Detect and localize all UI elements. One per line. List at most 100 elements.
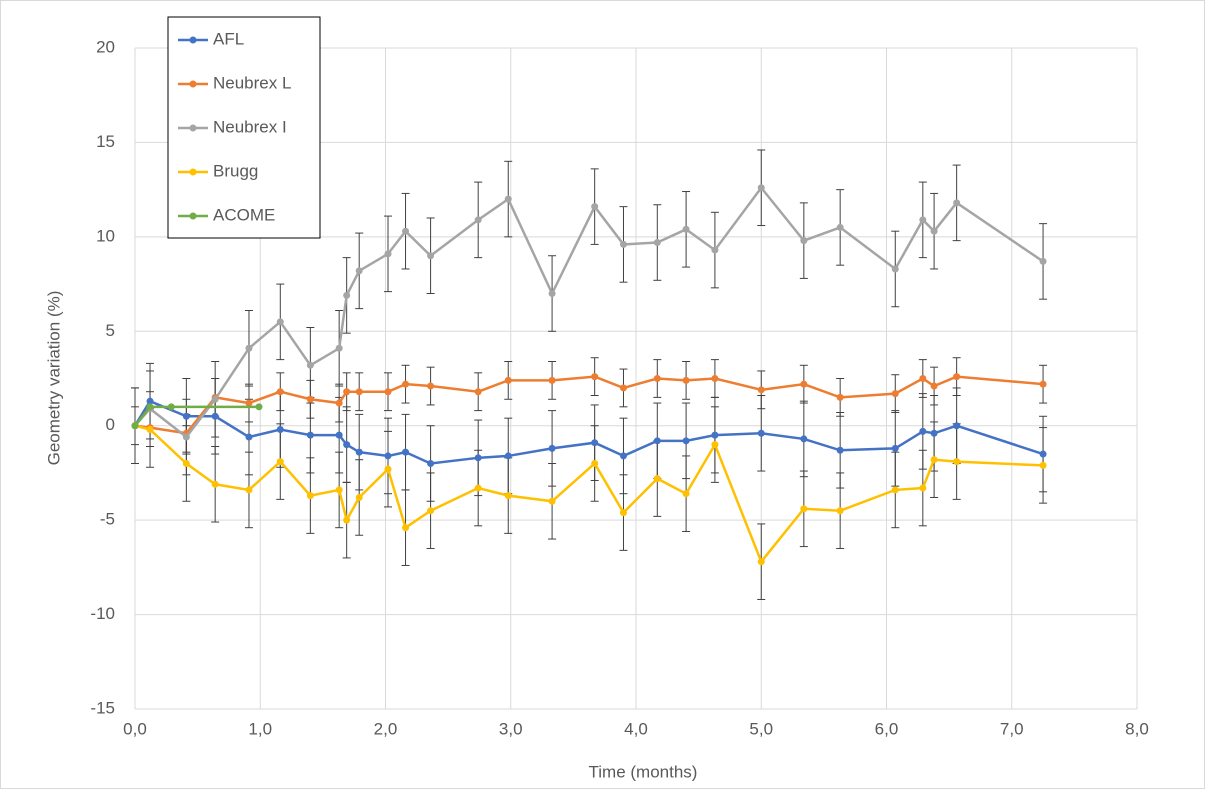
- data-point: [211, 480, 219, 488]
- x-tick-label: 5,0: [749, 719, 773, 738]
- data-point: [211, 395, 219, 403]
- data-point: [653, 239, 661, 247]
- x-tick-label: 0,0: [123, 719, 147, 738]
- y-tick-label: -5: [100, 510, 115, 529]
- data-point: [619, 452, 627, 460]
- data-point: [335, 486, 343, 494]
- x-axis-title: Time (months): [589, 762, 698, 781]
- data-point: [474, 484, 482, 492]
- legend-label: Brugg: [213, 161, 258, 180]
- data-point: [306, 431, 314, 439]
- data-point: [384, 250, 392, 258]
- series-line: [134, 405, 259, 427]
- data-point: [427, 459, 435, 467]
- legend-marker: [189, 80, 197, 88]
- data-point: [245, 344, 253, 352]
- data-point: [474, 454, 482, 462]
- data-point: [757, 386, 765, 394]
- data-point: [682, 376, 690, 384]
- data-point: [355, 388, 363, 396]
- data-point: [504, 376, 512, 384]
- data-point: [548, 444, 556, 452]
- y-tick-label: 5: [106, 321, 115, 340]
- y-tick-label: 20: [96, 37, 115, 56]
- data-point: [800, 237, 808, 245]
- data-point: [930, 456, 938, 464]
- data-point: [1039, 380, 1047, 388]
- data-point: [953, 373, 961, 381]
- y-tick-label: 15: [96, 132, 115, 151]
- data-point: [682, 437, 690, 445]
- data-point: [891, 444, 899, 452]
- data-point: [474, 388, 482, 396]
- data-point: [930, 429, 938, 437]
- data-point: [167, 403, 175, 411]
- data-point: [891, 486, 899, 494]
- data-point: [504, 195, 512, 203]
- data-point: [800, 505, 808, 513]
- data-point: [711, 441, 719, 449]
- data-point: [182, 459, 190, 467]
- data-point: [276, 388, 284, 396]
- data-point: [306, 492, 314, 500]
- data-point: [836, 393, 844, 401]
- data-point: [619, 240, 627, 248]
- legend-marker: [189, 212, 197, 220]
- x-tick-label: 1,0: [248, 719, 272, 738]
- x-tick-label: 2,0: [374, 719, 398, 738]
- data-point: [182, 433, 190, 441]
- data-point: [619, 384, 627, 392]
- data-point: [757, 558, 765, 566]
- data-point: [211, 412, 219, 420]
- data-point: [146, 397, 154, 405]
- data-point: [182, 412, 190, 420]
- y-tick-label: -15: [90, 698, 115, 717]
- data-point: [306, 361, 314, 369]
- data-point: [245, 486, 253, 494]
- data-point: [591, 439, 599, 447]
- legend-marker: [189, 168, 197, 176]
- data-point: [711, 246, 719, 254]
- legend-marker: [189, 124, 197, 132]
- x-tick-label: 4,0: [624, 719, 648, 738]
- data-point: [711, 431, 719, 439]
- data-point: [402, 380, 410, 388]
- data-point: [474, 216, 482, 224]
- data-point: [504, 492, 512, 500]
- data-point: [953, 199, 961, 207]
- data-point: [306, 395, 314, 403]
- data-point: [682, 490, 690, 498]
- data-point: [427, 382, 435, 390]
- data-point: [711, 375, 719, 382]
- data-point: [245, 433, 253, 441]
- data-point: [335, 344, 343, 352]
- data-point: [384, 388, 392, 396]
- data-point: [619, 509, 627, 517]
- data-point: [891, 265, 899, 273]
- data-point: [919, 216, 927, 224]
- legend-label: ACOME: [213, 205, 275, 224]
- data-point: [919, 427, 927, 435]
- data-point: [757, 429, 765, 437]
- data-point: [591, 373, 599, 381]
- data-point: [800, 435, 808, 443]
- data-point: [402, 524, 410, 532]
- data-point: [1039, 257, 1047, 265]
- data-point: [591, 203, 599, 211]
- data-point: [919, 484, 927, 492]
- data-point: [146, 425, 154, 433]
- data-point: [548, 290, 556, 298]
- legend-label: Neubrex I: [213, 117, 287, 136]
- data-point: [891, 390, 899, 398]
- data-point: [953, 458, 961, 466]
- data-point: [930, 382, 938, 390]
- data-point: [335, 431, 343, 439]
- data-point: [836, 223, 844, 231]
- data-point: [953, 422, 961, 430]
- data-point: [343, 516, 351, 524]
- data-point: [255, 403, 263, 411]
- data-point: [682, 225, 690, 233]
- data-point: [343, 388, 351, 396]
- data-point: [504, 452, 512, 460]
